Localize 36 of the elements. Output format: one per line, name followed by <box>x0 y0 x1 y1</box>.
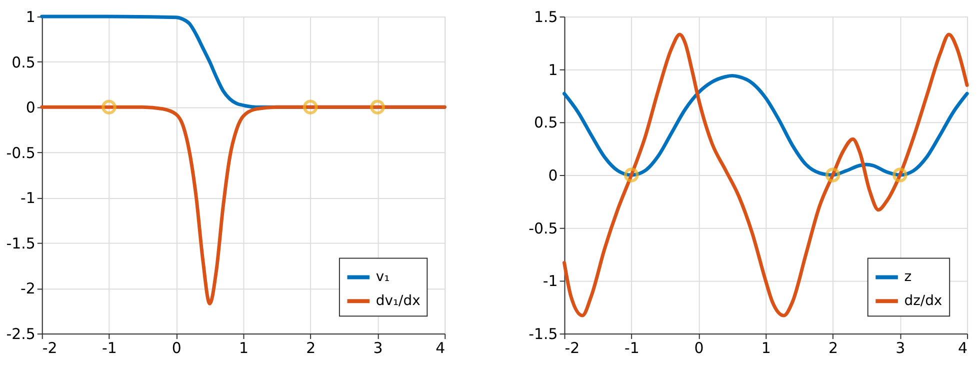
x-tick-label: 3 <box>896 338 906 357</box>
y-tick-label: -0.5 <box>6 144 36 162</box>
y-tick-label: -1 <box>542 272 558 290</box>
x-tick-label: 0 <box>172 338 182 357</box>
y-tick-label: -0.5 <box>528 219 558 238</box>
y-tick-label: -1.5 <box>528 325 558 344</box>
legend-label: dz/dx <box>904 293 942 310</box>
legend-label: dv₁/dx <box>376 293 420 310</box>
line-series <box>562 74 969 177</box>
x-tick-label: -2 <box>564 338 580 357</box>
x-tick-label: 1 <box>761 338 771 357</box>
x-tick-label: 2 <box>828 338 838 357</box>
x-tick-label: 0 <box>694 338 704 357</box>
y-tick-label: 0 <box>26 98 36 117</box>
x-tick-label: 3 <box>373 338 383 357</box>
line-series <box>40 105 446 306</box>
y-tick-label: -2 <box>20 280 36 298</box>
y-tick-label: 1 <box>548 60 558 79</box>
y-tick-label: -1.5 <box>6 234 36 252</box>
x-tick-label: 4 <box>436 338 446 357</box>
x-tick-label: -2 <box>42 338 58 357</box>
x-tick-label: 4 <box>958 338 968 357</box>
y-tick-label: 0.5 <box>534 114 558 132</box>
x-tick-label: -1 <box>624 338 640 357</box>
legend-label: v₁ <box>376 269 390 286</box>
y-tick-label: 0 <box>548 166 558 184</box>
x-tick-label: 1 <box>238 338 249 357</box>
y-tick-label: -1 <box>20 189 36 208</box>
y-tick-label: 1 <box>26 8 36 26</box>
y-tick-label: -2.5 <box>6 325 36 344</box>
legend-label: z <box>904 269 912 286</box>
x-tick-label: 2 <box>306 338 316 357</box>
y-tick-label: 0.5 <box>12 53 36 72</box>
x-tick-label: -1 <box>102 338 117 357</box>
y-tick-label: 1.5 <box>534 8 558 26</box>
line-series <box>562 32 969 318</box>
